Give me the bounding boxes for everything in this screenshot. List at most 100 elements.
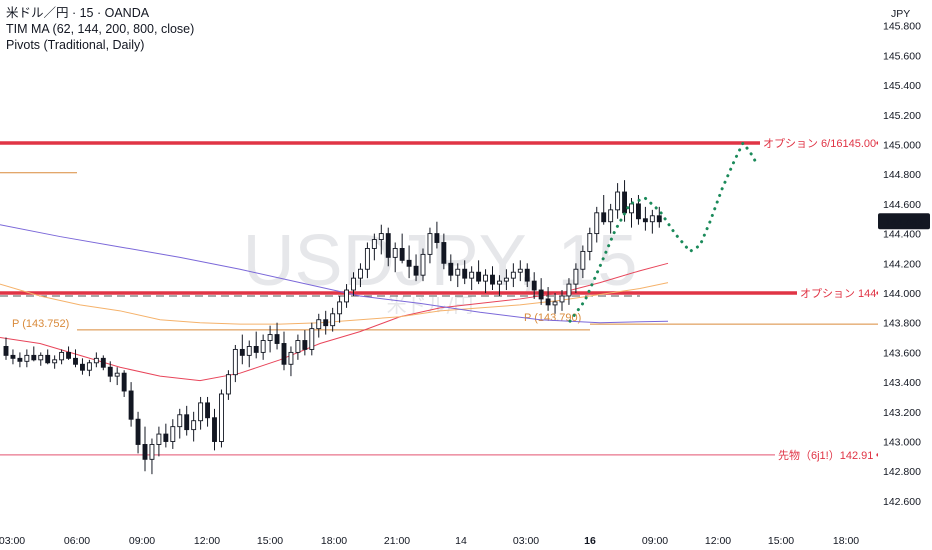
legend-symbol[interactable]: 米ドル／円 · 15 · OANDA [6, 6, 150, 20]
candle-body [225, 374, 231, 395]
x-tick-label: 16 [584, 535, 596, 547]
chart-watermark: USDJPY, 15 米ドル/円 [243, 221, 638, 317]
legend-ma[interactable]: TIM MA (62, 144, 200, 800, close) [6, 22, 195, 36]
candle-body [566, 283, 572, 297]
y-tick-label: 143.600 [883, 347, 921, 359]
y-tick-label: 145.600 [883, 50, 921, 62]
time-axis[interactable]: 03:00 06:00 09:00 12:00 15:00 18:00 21:00 14 03:… [0, 535, 859, 547]
pivot-lines: P (143.752) P (143.790) [0, 172, 878, 331]
candle-body [351, 277, 356, 291]
candle-body [142, 444, 148, 460]
y-tick-label: 145.800 [883, 21, 921, 33]
x-tick-label: 14 [455, 535, 467, 547]
futures-line-label: 先物（6j1!）142.91 [778, 448, 873, 462]
candle-body [274, 334, 280, 344]
candle-body [629, 203, 634, 214]
option-144-line-label: オプション 144 [800, 287, 876, 300]
candle-body [364, 247, 370, 270]
option-145-line-label: オプション 6/16145.00 [763, 137, 876, 150]
y-tick-label: 142.600 [883, 496, 921, 508]
candle-body [267, 334, 273, 341]
candle-body [545, 298, 551, 306]
candle-body [121, 372, 127, 392]
x-tick-label: 21:00 [384, 535, 410, 547]
candle-body [260, 340, 266, 353]
y-tick-label: 144.400 [883, 229, 921, 241]
candle-body [517, 268, 523, 273]
x-tick-label: 03:00 [0, 535, 25, 547]
candle-body [371, 239, 377, 249]
candle-body [246, 346, 252, 356]
candle-body [184, 414, 190, 431]
watermark-symbol: USDJPY, 15 [243, 221, 638, 301]
candle-body [31, 354, 37, 361]
y-tick-label: 142.800 [883, 466, 921, 478]
candle-body [295, 340, 301, 353]
candle-body [73, 357, 78, 365]
candle-body [177, 414, 183, 428]
x-tick-label: 12:00 [194, 535, 220, 547]
y-tick-label: 145.200 [883, 110, 921, 122]
forecast-line [568, 140, 758, 323]
candle-body [427, 233, 433, 255]
candle-body [24, 354, 30, 362]
forecast-path [568, 140, 758, 323]
candle-body [288, 351, 294, 365]
candle-body [302, 340, 308, 350]
legend-pivots[interactable]: Pivots (Traditional, Daily) [6, 38, 145, 52]
candle-body [552, 301, 558, 306]
candle-body [218, 393, 224, 442]
candle-body [406, 259, 412, 267]
candle-body [503, 277, 509, 282]
x-tick-label: 09:00 [129, 535, 155, 547]
candle-body [10, 354, 16, 359]
y-tick-label: 144.600 [883, 199, 921, 211]
candle-body [107, 366, 113, 377]
candle-body [497, 280, 502, 285]
candle-body [3, 346, 9, 356]
candle-body [281, 343, 287, 365]
candle-body [93, 357, 99, 364]
candle-body [128, 390, 134, 420]
candle-body [636, 203, 641, 220]
price-axis[interactable]: JPY 145.800 145.600 145.400 145.200 145.000 1… [878, 0, 932, 550]
candle-body [455, 268, 461, 276]
candle-body [378, 233, 384, 240]
candle-body [344, 289, 349, 303]
candle-body [170, 426, 176, 442]
candle-body [232, 348, 238, 376]
candle-body [337, 301, 343, 315]
candle-body [559, 295, 565, 303]
candle-body [86, 362, 92, 371]
candle-body [205, 402, 211, 419]
candle-body [649, 215, 655, 223]
candle-body [309, 328, 315, 350]
candle-body [580, 250, 586, 270]
candle-body [79, 363, 85, 371]
candle-body [66, 351, 72, 359]
candle-body [594, 212, 600, 235]
x-tick-label: 06:00 [64, 535, 90, 547]
level-lines [0, 141, 797, 456]
chart-legend: 米ドル／円 · 15 · OANDA TIM MA (62, 144, 200,… [6, 5, 194, 53]
candle-body [358, 268, 363, 279]
candle-body [100, 357, 106, 368]
x-tick-label: 18:00 [321, 535, 347, 547]
candle-body [323, 319, 329, 327]
pivot-day2-label: P (143.790) [524, 312, 581, 324]
y-tick-label: 143.200 [883, 407, 921, 419]
candle-body [434, 233, 440, 243]
currency-label: JPY [891, 8, 910, 20]
candle-body [316, 319, 322, 330]
current-price-badge: 144.483 [878, 213, 930, 230]
candle-body [149, 444, 155, 460]
pivot-day1-label: P (143.752) [12, 318, 69, 330]
candle-body [59, 351, 65, 361]
candle-body [385, 233, 391, 258]
candle-body [114, 372, 120, 377]
y-tick-label: 144.000 [883, 288, 921, 300]
candle-body [239, 348, 245, 356]
candle-body [601, 212, 607, 223]
y-tick-label: 143.800 [883, 318, 921, 330]
